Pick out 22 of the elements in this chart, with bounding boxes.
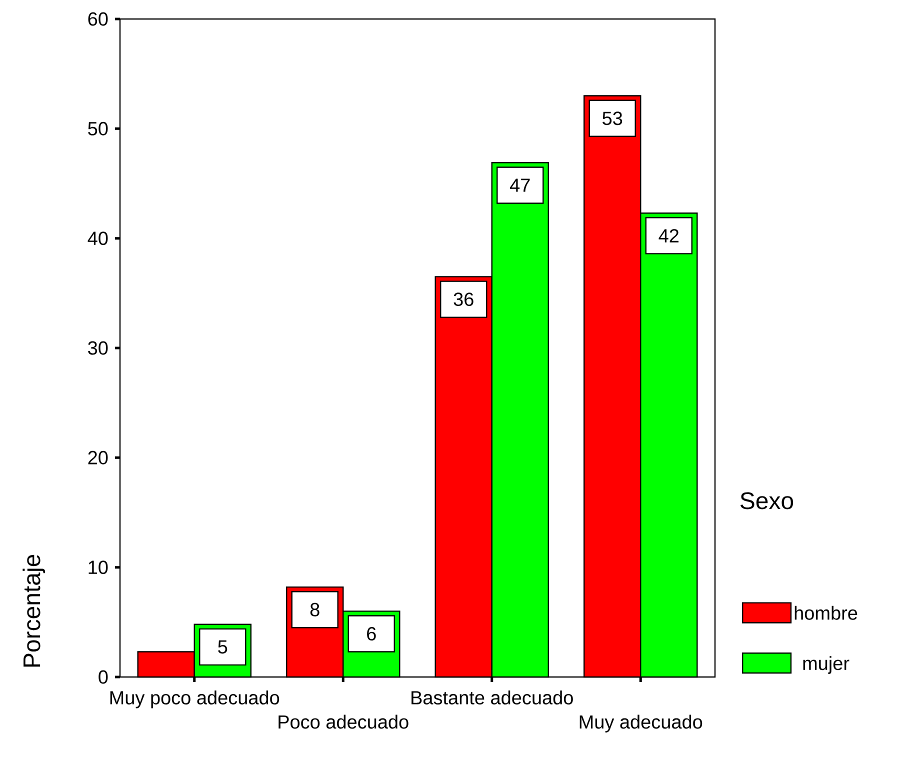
x-tick-label: Muy poco adecuado	[110, 690, 280, 708]
y-tick-label: 30	[88, 341, 108, 355]
data-label: 42	[658, 229, 678, 242]
y-tick-label: 50	[88, 122, 108, 136]
x-tick-label: Bastante adecuado	[412, 690, 573, 704]
y-axis-title: Porcentaje	[22, 554, 46, 667]
y-tick-label: 20	[88, 450, 108, 464]
data-label: 36	[454, 292, 474, 306]
y-tick-label: 0	[98, 670, 108, 684]
legend-label: hombre	[794, 606, 858, 620]
x-tick-label: Poco adecuado	[278, 714, 408, 729]
y-tick-label: 10	[88, 560, 108, 574]
legend-label: mujer	[803, 656, 850, 674]
data-label: 47	[510, 178, 530, 192]
data-label: 5	[218, 640, 228, 654]
data-label: 6	[367, 627, 376, 641]
data-label: 8	[310, 602, 320, 616]
y-tick-label: 40	[88, 232, 108, 246]
x-tick-label: Muy adecuado	[580, 714, 702, 732]
y-tick-label: 60	[88, 12, 108, 26]
legend-title: Sexo	[740, 492, 794, 510]
data-label: 53	[602, 112, 622, 126]
